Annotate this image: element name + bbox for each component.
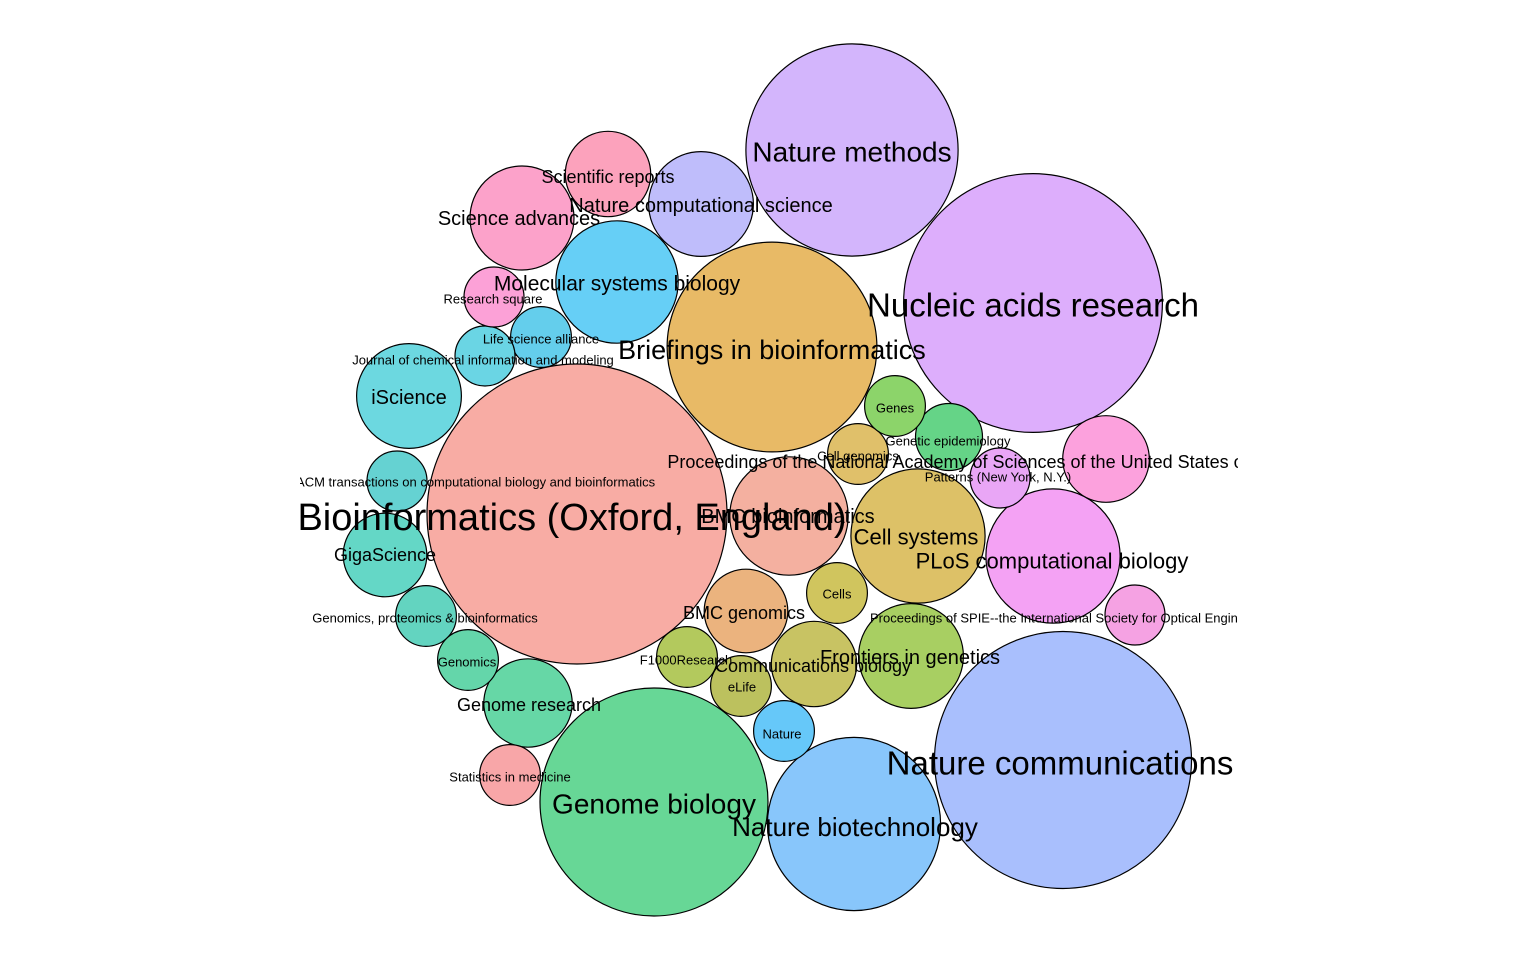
bubble-molecular-systems-biology xyxy=(555,220,679,344)
bubble-nature-communications xyxy=(933,630,1193,890)
bubble-nature-biotechnology xyxy=(766,736,942,912)
bubble-label-briefings-in-bioinformatics: Briefings in bioinformatics xyxy=(618,335,926,365)
bubble-life-science-alliance xyxy=(510,306,573,369)
bubble-label-proceedings-of-spie-the-international-so: Proceedings of SPIE--the International S… xyxy=(870,611,1274,626)
bubble-gigascience xyxy=(342,512,428,598)
bubble-genomics-proteomics-bioinformatics xyxy=(395,584,458,647)
bubble-genome-research xyxy=(483,658,573,748)
bubble-label-bmc-bioinformatics: BMC bioinformatics xyxy=(701,506,874,528)
bubble-label-nature-biotechnology: Nature biotechnology xyxy=(732,812,978,842)
bubble-label-communications-biology: Communications biology xyxy=(715,656,911,676)
bubble-cell-systems xyxy=(850,468,986,604)
bubble-nature xyxy=(752,699,815,762)
bubble-nucleic-acids-research xyxy=(902,173,1163,433)
bubble-label-genome-biology: Genome biology xyxy=(552,789,756,820)
bubble-briefings-in-bioinformatics xyxy=(666,241,878,453)
bubble-label-cell-systems: Cell systems xyxy=(854,525,979,550)
bubble-bmc-genomics xyxy=(703,568,789,654)
bubble-label-iscience: iScience xyxy=(371,387,447,409)
bubble-patterns-new-york-n-y xyxy=(969,447,1031,509)
bubble-genome-biology xyxy=(539,687,769,917)
bubble-label-science-advances: Science advances xyxy=(438,208,600,230)
bubble-proceedings-of-spie-the-international-so xyxy=(1104,584,1166,646)
bubble-label-statistics-in-medicine: Statistics in medicine xyxy=(449,770,570,785)
bubble-label-genetic-epidemiology: Genetic epidemiology xyxy=(885,434,1011,449)
bubble-nature-computational-science xyxy=(647,151,754,258)
bubble-label-nature-communications: Nature communications xyxy=(887,745,1234,782)
bubble-label-life-science-alliance: Life science alliance xyxy=(483,332,599,347)
bubble-label-bmc-genomics: BMC genomics xyxy=(683,603,805,623)
bubble-f1000research xyxy=(655,625,718,688)
bubble-label-plos-computational-biology: PLoS computational biology xyxy=(916,549,1189,574)
bubble-label-frontiers-in-genetics: Frontiers in genetics xyxy=(820,647,1000,669)
bubble-label-genes: Genes xyxy=(876,401,915,416)
bubble-label-nature: Nature xyxy=(762,727,801,742)
bubble-statistics-in-medicine xyxy=(479,743,542,806)
bubble-label-genomics: Genomics xyxy=(438,655,497,670)
bubble-label-nucleic-acids-research: Nucleic acids research xyxy=(867,287,1199,324)
bubble-label-patterns-new-york-n-y: Patterns (New York, N.Y.) xyxy=(925,470,1071,485)
bubble-label-scientific-reports: Scientific reports xyxy=(541,167,674,187)
bubble-label-journal-of-chemical-information-and-mode: Journal of chemical information and mode… xyxy=(352,353,614,368)
bubble-label-research-square: Research square xyxy=(444,292,543,307)
bubble-label-bioinformatics-oxford-england: Bioinformatics (Oxford, England) xyxy=(297,497,846,539)
bubble-bmc-bioinformatics xyxy=(729,456,849,576)
bubble-communications-biology xyxy=(770,620,858,708)
bubble-genes xyxy=(863,375,926,438)
bubble-label-genomics-proteomics-bioinformatics: Genomics, proteomics & bioinformatics xyxy=(312,611,538,626)
bubble-label-ieee-acm-transactions-on-computational-b: IEEE/ACM transactions on computational b… xyxy=(263,475,656,490)
bubble-label-genome-research: Genome research xyxy=(457,695,601,715)
bubble-genomics xyxy=(437,628,500,691)
bubble-elife xyxy=(709,654,772,717)
bubble-cell-genomics xyxy=(826,423,889,486)
bubble-science-advances xyxy=(469,165,575,271)
bubble-label-proceedings-of-the-national-academy-of-s: Proceedings of the National Academy of S… xyxy=(667,452,1319,472)
bubble-label-elife: eLife xyxy=(728,680,756,695)
bubble-research-square xyxy=(463,266,525,328)
bubble-plos-computational-biology xyxy=(985,488,1121,624)
bubble-cells xyxy=(805,561,868,624)
bubble-iscience xyxy=(356,343,463,450)
bubble-label-f1000research: F1000Research xyxy=(640,653,733,668)
bubble-label-gigascience: GigaScience xyxy=(334,545,436,565)
bubble-label-cell-genomics: Cell genomics xyxy=(817,449,899,464)
bubble-label-molecular-systems-biology: Molecular systems biology xyxy=(494,273,741,296)
bubble-ieee-acm-transactions-on-computational-b xyxy=(366,450,428,512)
bubble-genetic-epidemiology xyxy=(914,402,984,472)
bubble-label-nature-computational-science: Nature computational science xyxy=(569,195,832,217)
bubble-nature-methods xyxy=(745,43,959,257)
bubble-label-nature-methods: Nature methods xyxy=(752,137,951,168)
bubble-scientific-reports xyxy=(564,130,652,218)
bubble-label-cells: Cells xyxy=(823,587,852,602)
bubble-bioinformatics-oxford-england xyxy=(426,363,728,665)
bubble-proceedings-of-the-national-academy-of-s xyxy=(1062,415,1150,503)
bubble-frontiers-in-genetics xyxy=(857,602,964,709)
